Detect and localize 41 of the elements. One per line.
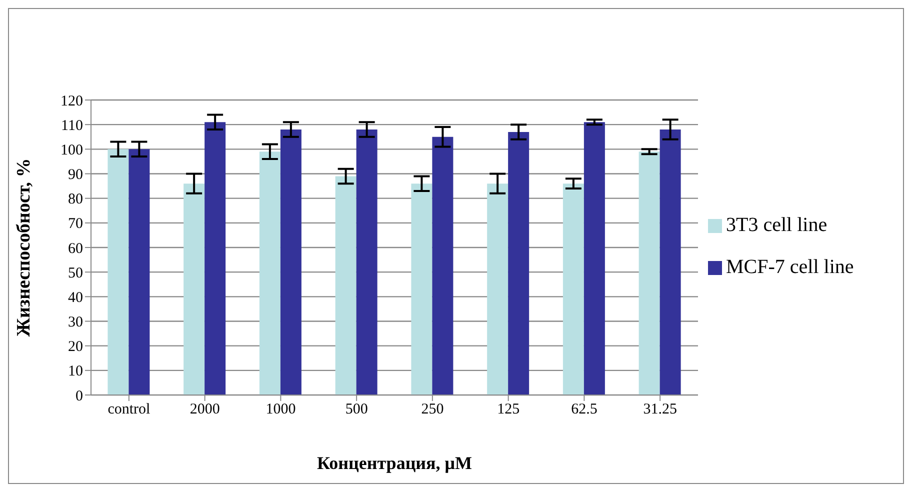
bar: [108, 149, 129, 395]
bar: [487, 184, 508, 395]
x-tick-label: control: [108, 402, 150, 418]
bar: [280, 130, 302, 395]
x-tick-label: 1000: [266, 402, 296, 418]
bar: [356, 130, 378, 395]
y-axis-title: Жизнеспособност, %: [14, 158, 35, 337]
x-tick-label: 62.5: [571, 402, 598, 418]
y-tick-label: 50: [68, 265, 83, 282]
y-tick-label: 80: [68, 192, 83, 208]
y-tick-label: 100: [60, 142, 83, 158]
bar: [562, 184, 584, 395]
bar: [184, 184, 205, 395]
bar: [584, 122, 605, 395]
y-tick-label: 110: [61, 118, 83, 134]
bar: [638, 152, 660, 395]
bar: [259, 152, 280, 395]
legend-label: 3T3 cell line: [726, 214, 828, 236]
bar: [204, 122, 226, 395]
bar: [128, 149, 150, 395]
x-axis-title: Концентрация, μM: [316, 453, 472, 473]
x-tick-label: 2000: [190, 402, 220, 418]
x-tick-label: 125: [497, 402, 520, 418]
bar: [432, 136, 454, 395]
y-tick-label: 90: [68, 167, 83, 184]
bar: [508, 132, 530, 395]
y-tick-label: 0: [76, 388, 83, 404]
legend-label: MCF-7 cell line: [726, 256, 854, 278]
y-tick-label: 40: [68, 290, 83, 306]
bar: [335, 176, 356, 395]
bar: [660, 130, 681, 395]
y-tick-label: 30: [68, 314, 83, 331]
bar: [411, 184, 432, 395]
y-tick-label: 20: [68, 339, 83, 356]
x-tick-label: 31.25: [643, 402, 677, 418]
y-tick-label: 10: [68, 364, 83, 380]
y-tick-label: 120: [60, 93, 83, 110]
y-tick-label: 60: [68, 240, 83, 257]
y-tick-label: 70: [68, 216, 83, 232]
x-tick-label: 250: [421, 402, 444, 418]
x-tick-label: 500: [345, 402, 368, 418]
